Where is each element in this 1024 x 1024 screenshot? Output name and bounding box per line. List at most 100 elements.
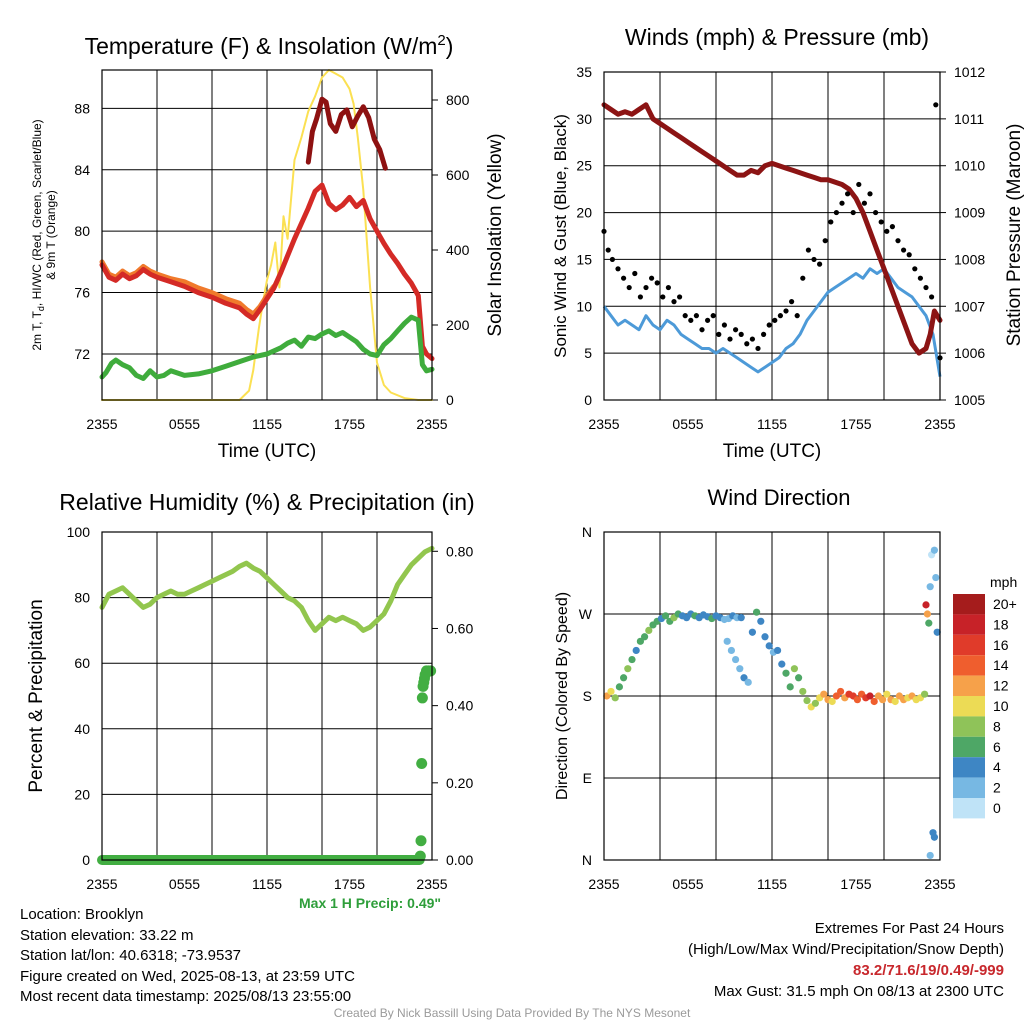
colorbar-label: 20+ <box>993 596 1017 612</box>
chart-title: Temperature (F) & Insolation (W/m2) <box>85 32 454 59</box>
gust-point <box>817 261 823 267</box>
gust-point <box>621 275 627 281</box>
y2-tick-label: 1005 <box>954 392 985 408</box>
gust-point <box>805 247 812 253</box>
y2-tick-label: 0.40 <box>446 698 473 714</box>
gust-point <box>839 200 845 206</box>
y-axis-label: Percent & Precipitation <box>26 599 47 792</box>
y2-tick-label: 1009 <box>954 205 985 221</box>
gust-point <box>744 341 750 347</box>
y2-tick-label: 1008 <box>954 251 985 267</box>
direction-point <box>799 687 807 696</box>
y-tick-label: 20 <box>576 205 592 221</box>
series-rh <box>99 545 435 633</box>
y-tick-label: 80 <box>74 223 90 239</box>
direction-point <box>620 674 628 682</box>
extremes-values: 83.2/71.6/19/0.49/-999 <box>853 962 1004 979</box>
gust-point <box>761 331 767 337</box>
direction-point <box>737 614 745 622</box>
plot-frame <box>101 531 433 861</box>
series-dew <box>99 314 435 381</box>
direction-point <box>748 628 757 636</box>
direction-point <box>811 699 820 707</box>
y-axis-label-line2: & 9m T (Orange) <box>44 190 58 280</box>
direction-point <box>828 697 836 706</box>
gust-point <box>789 299 795 305</box>
y-tick-label: 5 <box>584 345 592 361</box>
colorbar-label: 18 <box>993 616 1009 632</box>
y2-axis-label: Station Pressure (Maroon) <box>1004 124 1024 347</box>
gust-point <box>605 247 611 253</box>
direction-point <box>926 583 934 591</box>
y-tick-label: 100 <box>67 524 91 540</box>
colorbar-swatch <box>953 736 985 758</box>
direction-point <box>790 665 799 673</box>
y2-axis-label: Solar Insolation (Yellow) <box>485 133 506 336</box>
extremes-info: Extremes For Past 24 Hours (High/Low/Max… <box>688 918 1004 1002</box>
x-tick-label: 0555 <box>169 876 200 892</box>
y-tick-label: 30 <box>576 111 592 127</box>
direction-point <box>933 628 941 636</box>
direction-point <box>782 669 790 677</box>
series-t9m <box>99 259 277 317</box>
max-gust-text: Max Gust: 31.5 mph On 08/13 at 2300 UTC <box>713 983 1004 1000</box>
plot-frame <box>603 71 941 401</box>
gust-point <box>933 102 939 108</box>
direction-point <box>930 833 939 841</box>
direction-point <box>921 690 929 698</box>
x-axis-label: Time (UTC) <box>723 441 822 462</box>
gust-point <box>727 336 733 342</box>
direction-point <box>607 687 615 696</box>
gust-point <box>766 322 772 328</box>
precip-point <box>425 665 437 677</box>
gust-point <box>850 209 856 216</box>
colorbar-label: 12 <box>993 678 1009 694</box>
created-text: Figure created on Wed, 2025-08-13, at 23… <box>20 967 355 985</box>
colorbar-swatch <box>953 634 985 656</box>
y-tick-label: 10 <box>576 298 592 314</box>
direction-point <box>832 692 841 700</box>
y-tick-label: E <box>583 770 592 786</box>
y2-tick-label: 1007 <box>954 298 985 314</box>
direction-point <box>925 619 933 627</box>
gust-point <box>682 313 688 319</box>
direction-point <box>923 610 932 618</box>
gust-point <box>800 275 806 281</box>
x-tick-label: 2355 <box>588 416 619 432</box>
direction-point <box>891 697 899 706</box>
credit-text: Created By Nick Bassill Using Data Provi… <box>333 1006 691 1020</box>
precip-point <box>416 692 428 704</box>
x-tick-label: 1755 <box>840 876 871 892</box>
y-tick-label: 40 <box>74 721 90 737</box>
direction-point <box>645 626 653 635</box>
direction-point <box>753 608 761 616</box>
y-tick-label: 20 <box>74 786 90 802</box>
direction-point <box>803 696 811 705</box>
gust-point <box>895 238 901 244</box>
direction-point <box>603 692 611 700</box>
gust-point <box>721 322 728 328</box>
direction-point <box>774 646 782 655</box>
latlon-text: Station lat/lon: 40.6318; -73.9537 <box>20 947 242 964</box>
colorbar-swatch <box>953 777 985 798</box>
gust-point <box>716 331 722 337</box>
x-tick-label: 1155 <box>757 876 787 892</box>
colorbar-label: 2 <box>993 780 1001 796</box>
gust-point <box>873 209 879 216</box>
elevation-text: Station elevation: 33.22 m <box>20 926 194 944</box>
x-tick-label: 1155 <box>252 876 282 892</box>
y2-tick-label: 0.60 <box>446 620 473 636</box>
x-tick-label: 2355 <box>588 876 619 892</box>
y-tick-label: 60 <box>74 655 90 671</box>
y-tick-label: 15 <box>576 251 592 267</box>
colorbar-swatch <box>953 757 985 778</box>
plot-frame <box>603 531 941 861</box>
gust-point <box>671 299 677 305</box>
gust-point <box>901 247 907 253</box>
gust-point <box>856 181 862 188</box>
gust-point <box>749 336 756 342</box>
gust-point <box>889 224 896 230</box>
x-tick-label: 2355 <box>924 876 955 892</box>
y2-tick-label: 1010 <box>954 158 985 174</box>
